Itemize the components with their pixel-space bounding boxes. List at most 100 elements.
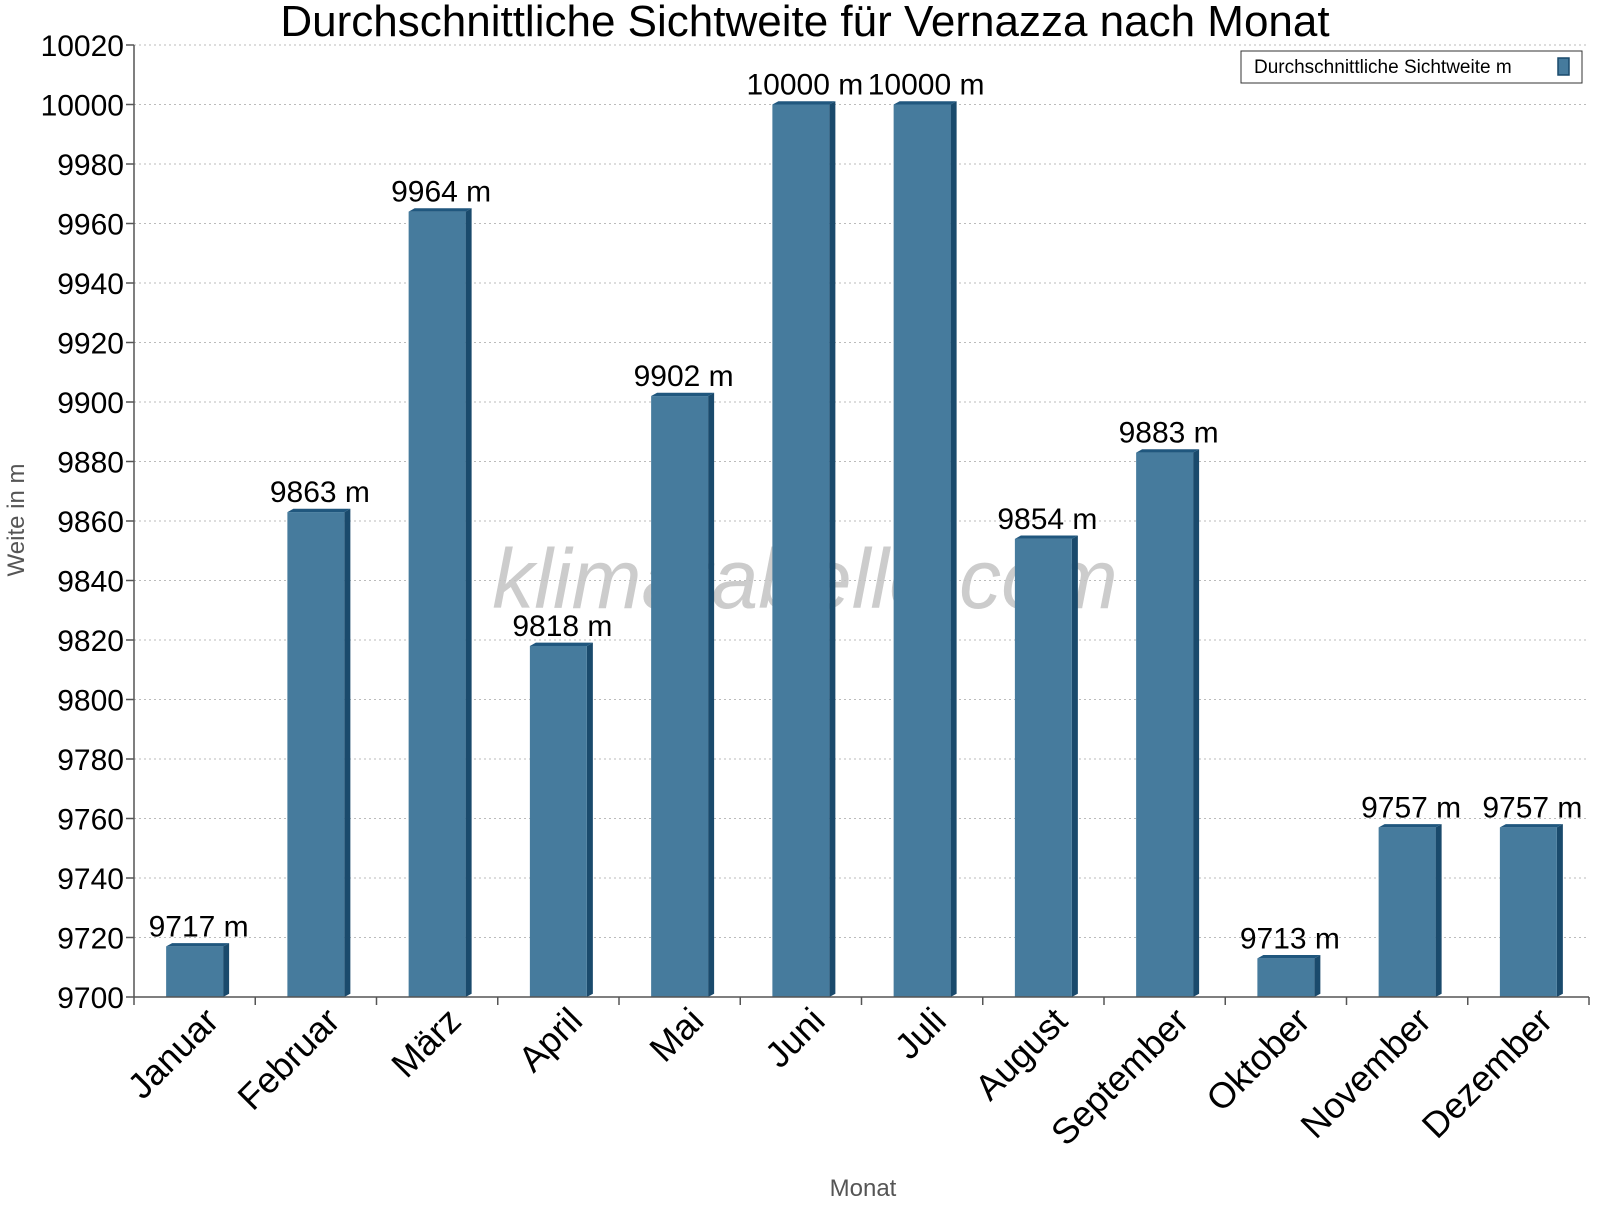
bar-top — [1499, 824, 1563, 828]
bar-top — [408, 208, 472, 212]
bar-side — [708, 392, 715, 997]
bar-front — [1499, 827, 1557, 997]
bar-side — [1556, 824, 1563, 997]
y-tick-labels: 9700 9720 9740 9760 9780 9800 9820 9840 9860 9880… — [41, 30, 134, 1015]
data-label: 9757 m — [1361, 791, 1461, 824]
y-tick-label: 10000 — [41, 90, 124, 123]
data-label: 9964 m — [391, 176, 491, 209]
bar-front — [651, 396, 709, 997]
bar-februar — [287, 508, 351, 997]
bar-side — [223, 943, 230, 997]
x-tick-label: Dezember — [1414, 1000, 1560, 1146]
y-tick-label: 9720 — [57, 923, 124, 956]
bar-side — [344, 508, 351, 997]
bar-top — [772, 101, 836, 105]
y-tick-label: 10020 — [41, 30, 124, 63]
y-tick-label: 9820 — [57, 625, 124, 658]
y-tick-label: 9760 — [57, 804, 124, 837]
bar-side — [829, 101, 836, 997]
bar-front — [1378, 827, 1436, 997]
data-label: 9757 m — [1482, 791, 1582, 824]
bars — [166, 101, 1563, 998]
bar-front — [1136, 452, 1194, 997]
chart-title: Durchschnittliche Sichtweite für Vernazz… — [280, 0, 1329, 46]
data-label: 10000 m — [868, 69, 985, 102]
x-tick-labels: Januar Februar März April Mai Juni Juli AugustS… — [119, 997, 1590, 1153]
data-label: 9854 m — [997, 503, 1097, 536]
bar-märz — [408, 208, 472, 998]
data-label: 9713 m — [1240, 922, 1340, 955]
bar-side — [950, 101, 957, 997]
bar-side — [1071, 535, 1078, 997]
y-tick-label: 9700 — [57, 982, 124, 1015]
bar-top — [1014, 535, 1078, 539]
bar-dezember — [1499, 824, 1563, 997]
bar-april — [529, 642, 593, 997]
data-label: 9818 m — [512, 610, 612, 643]
bar-januar — [166, 943, 230, 997]
data-label: 9902 m — [634, 360, 734, 393]
bar-top — [651, 392, 715, 397]
bar-side — [465, 208, 472, 998]
legend: Durchschnittliche Sichtweite m — [1240, 50, 1583, 84]
bar-november — [1378, 824, 1442, 997]
bar-september — [1136, 449, 1200, 997]
y-axis-title: Weite in m — [3, 464, 30, 577]
x-tick-label: März — [383, 1000, 469, 1086]
x-tick-label: August — [967, 1000, 1075, 1108]
legend-swatch — [1557, 57, 1570, 76]
bar-top — [166, 943, 230, 947]
bar-side — [1435, 824, 1442, 997]
data-label: 9863 m — [270, 476, 370, 509]
bar-top — [1257, 955, 1321, 959]
bar-front — [1014, 538, 1072, 997]
bar-side — [586, 642, 593, 997]
bar-top — [893, 101, 957, 105]
y-tick-label: 9940 — [57, 268, 124, 301]
x-tick-label: Januar — [119, 1000, 226, 1107]
bar-august — [1014, 535, 1078, 997]
bar-front — [529, 645, 587, 997]
bar-front — [1257, 958, 1315, 997]
bar-juli — [893, 101, 957, 997]
y-tick-label: 9960 — [57, 209, 124, 242]
bar-top — [1378, 824, 1442, 828]
bar-side — [1193, 449, 1200, 997]
y-tick-label: 9780 — [57, 744, 124, 777]
bar-front — [287, 512, 345, 997]
bar-front — [893, 104, 951, 997]
bar-mai — [651, 392, 715, 997]
x-tick-label: Februar — [229, 1000, 347, 1118]
y-tick-label: 9840 — [57, 566, 124, 599]
data-label: 10000 m — [747, 69, 864, 102]
bar-front — [408, 211, 466, 998]
x-tick-label: Juni — [757, 1000, 833, 1076]
bar-top — [1136, 449, 1200, 453]
legend-label: Durchschnittliche Sichtweite m — [1254, 57, 1512, 78]
y-tick-label: 9800 — [57, 685, 124, 718]
y-tick-label: 9980 — [57, 149, 124, 182]
legend-box — [1240, 50, 1583, 84]
bar-side — [1314, 955, 1321, 997]
bar-front — [772, 104, 830, 997]
data-label: 9717 m — [149, 910, 249, 943]
bar-oktober — [1257, 955, 1321, 997]
bar-top — [529, 642, 593, 646]
x-axis-title: Monat — [830, 1175, 897, 1200]
data-labels: 9717 m 9863 m 9964 m 9818 m 9902 m 10000 m 100… — [149, 69, 1583, 956]
y-tick-label: 9740 — [57, 863, 124, 896]
bar-juni — [772, 101, 836, 997]
x-tick-label: November — [1292, 1000, 1438, 1146]
data-label: 9883 m — [1119, 417, 1219, 450]
x-tick-label: Oktober — [1198, 1000, 1318, 1120]
x-tick-label: Mai — [641, 1000, 711, 1070]
y-tick-label: 9860 — [57, 506, 124, 539]
x-tick-label: Juli — [887, 1000, 954, 1067]
y-tick-label: 9880 — [57, 447, 124, 480]
x-tick-label: April — [510, 1000, 590, 1080]
bar-front — [166, 946, 224, 997]
bar-top — [287, 508, 351, 513]
y-tick-label: 9900 — [57, 387, 124, 420]
